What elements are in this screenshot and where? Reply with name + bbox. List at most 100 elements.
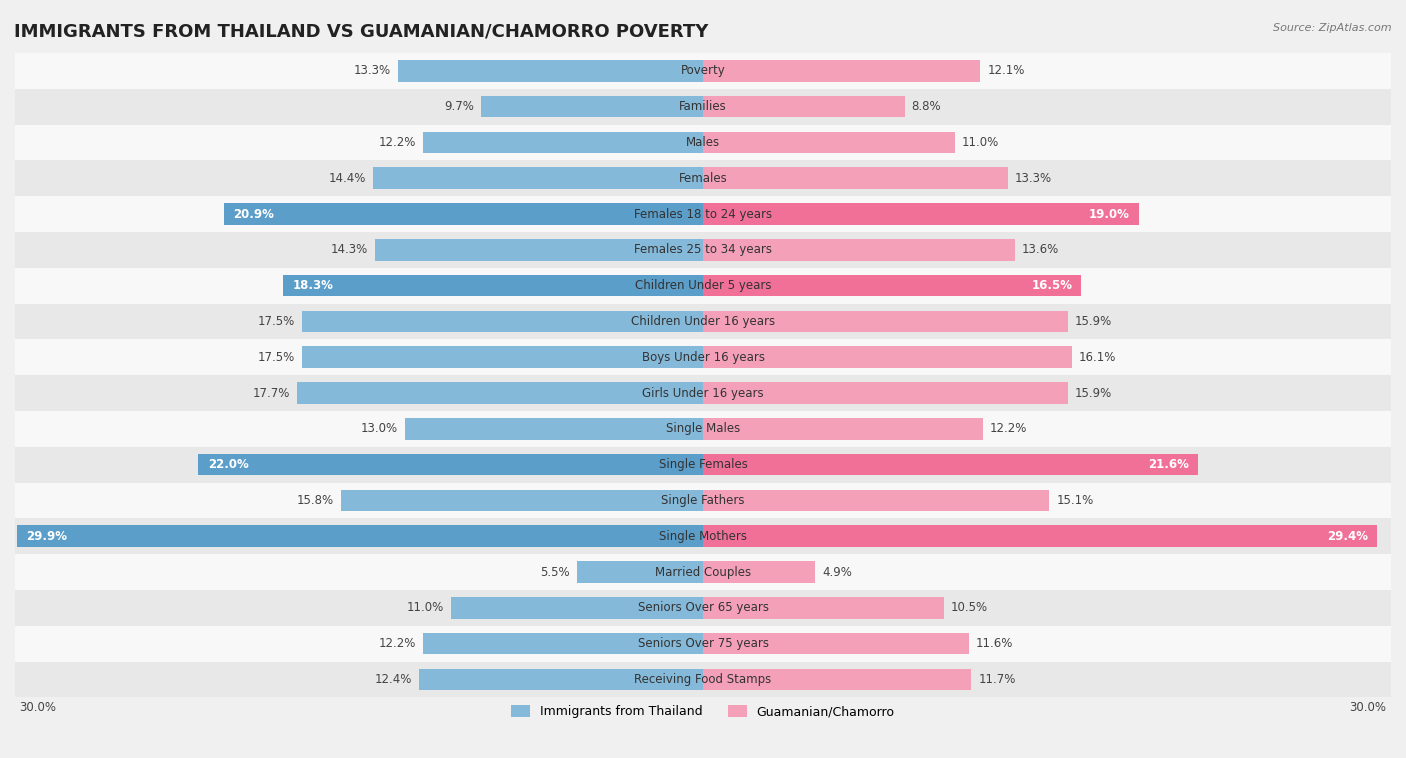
Bar [15,483,1391,518]
Bar [17,525,703,547]
Bar [703,669,972,691]
Text: 29.9%: 29.9% [27,530,67,543]
Text: Boys Under 16 years: Boys Under 16 years [641,351,765,364]
Bar [302,346,703,368]
Text: Source: ZipAtlas.com: Source: ZipAtlas.com [1274,23,1392,33]
Text: 14.4%: 14.4% [329,172,366,185]
Text: 19.0%: 19.0% [1088,208,1129,221]
Legend: Immigrants from Thailand, Guamanian/Chamorro: Immigrants from Thailand, Guamanian/Cham… [506,700,900,723]
Text: 30.0%: 30.0% [20,701,56,714]
Bar [15,196,1391,232]
Text: 11.0%: 11.0% [406,601,444,614]
Text: Females 18 to 24 years: Females 18 to 24 years [634,208,772,221]
Text: 22.0%: 22.0% [208,458,249,471]
Bar [15,554,1391,590]
Text: 13.0%: 13.0% [361,422,398,435]
Bar [297,382,703,404]
Text: 13.3%: 13.3% [1015,172,1052,185]
Text: 20.9%: 20.9% [233,208,274,221]
Bar [15,160,1391,196]
Text: 8.8%: 8.8% [911,100,942,113]
Bar [703,132,955,153]
Text: 29.4%: 29.4% [1327,530,1368,543]
Text: 21.6%: 21.6% [1149,458,1189,471]
Bar [703,490,1049,511]
Bar [405,418,703,440]
Bar [340,490,703,511]
Bar [15,375,1391,411]
Bar [15,232,1391,268]
Text: Poverty: Poverty [681,64,725,77]
Bar [15,518,1391,554]
Bar [703,203,1139,225]
Bar [576,561,703,583]
Text: 13.3%: 13.3% [354,64,391,77]
Text: Single Mothers: Single Mothers [659,530,747,543]
Bar [419,669,703,691]
Text: 18.3%: 18.3% [292,279,333,292]
Bar [703,346,1073,368]
Bar [703,311,1067,332]
Text: 11.7%: 11.7% [979,673,1015,686]
Bar [15,124,1391,160]
Text: 30.0%: 30.0% [1350,701,1386,714]
Text: 13.6%: 13.6% [1022,243,1059,256]
Bar [703,633,969,654]
Text: 11.6%: 11.6% [976,637,1014,650]
Bar [373,168,703,189]
Text: 9.7%: 9.7% [444,100,474,113]
Bar [375,239,703,261]
Bar [224,203,703,225]
Text: 15.9%: 15.9% [1074,387,1112,399]
Text: Single Males: Single Males [666,422,740,435]
Bar [302,311,703,332]
Text: 17.7%: 17.7% [253,387,290,399]
Text: 17.5%: 17.5% [257,351,295,364]
Text: Receiving Food Stamps: Receiving Food Stamps [634,673,772,686]
Bar [15,590,1391,625]
Text: 12.2%: 12.2% [990,422,1026,435]
Bar [481,96,703,117]
Bar [451,597,703,619]
Bar [703,525,1378,547]
Text: Seniors Over 75 years: Seniors Over 75 years [637,637,769,650]
Text: 5.5%: 5.5% [540,565,569,578]
Text: 12.2%: 12.2% [380,637,416,650]
Text: 12.4%: 12.4% [374,673,412,686]
Bar [15,625,1391,662]
Bar [703,275,1081,296]
Bar [398,60,703,82]
Bar [15,340,1391,375]
Bar [703,454,1198,475]
Text: 10.5%: 10.5% [950,601,988,614]
Text: 4.9%: 4.9% [823,565,852,578]
Bar [15,53,1391,89]
Text: 14.3%: 14.3% [330,243,368,256]
Text: Females: Females [679,172,727,185]
Bar [198,454,703,475]
Text: 17.5%: 17.5% [257,315,295,328]
Text: Children Under 16 years: Children Under 16 years [631,315,775,328]
Text: 15.8%: 15.8% [297,494,333,507]
Bar [703,96,905,117]
Bar [703,418,983,440]
Bar [703,597,943,619]
Text: 11.0%: 11.0% [962,136,1000,149]
Text: 16.5%: 16.5% [1031,279,1073,292]
Text: Married Couples: Married Couples [655,565,751,578]
Text: Single Fathers: Single Fathers [661,494,745,507]
Text: 12.1%: 12.1% [987,64,1025,77]
Bar [15,303,1391,340]
Text: 15.1%: 15.1% [1056,494,1094,507]
Text: Girls Under 16 years: Girls Under 16 years [643,387,763,399]
Bar [703,561,815,583]
Text: 15.9%: 15.9% [1074,315,1112,328]
Bar [284,275,703,296]
Bar [15,411,1391,446]
Bar [423,132,703,153]
Bar [15,446,1391,483]
Bar [703,239,1015,261]
Text: Children Under 5 years: Children Under 5 years [634,279,772,292]
Bar [15,268,1391,303]
Bar [15,89,1391,124]
